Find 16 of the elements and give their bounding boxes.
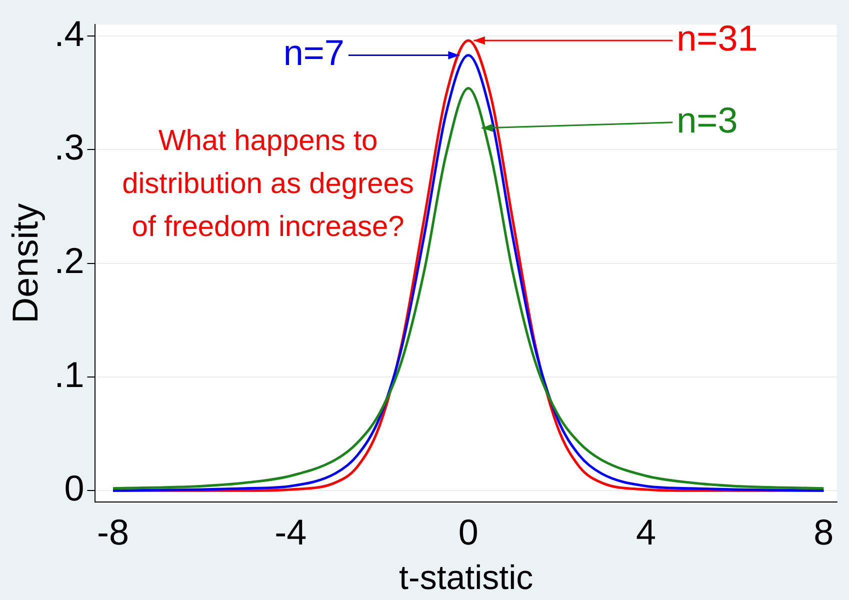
x-tick-label: 8: [814, 512, 834, 553]
x-tick-label: 4: [636, 512, 656, 553]
x-tick-label: -8: [96, 512, 129, 553]
x-tick-label: 0: [458, 512, 478, 553]
y-tick-label: .1: [54, 354, 84, 395]
legend-label: n=7: [283, 32, 344, 74]
text: n=31: [676, 17, 758, 58]
x-axis-title: t-statistic: [399, 558, 534, 597]
text: n=3: [676, 99, 738, 140]
y-tick-label: .3: [54, 126, 84, 168]
y-axis-title: Density: [4, 203, 46, 324]
x-tick-label: -4: [274, 512, 307, 553]
y-tick-label: .4: [54, 12, 84, 54]
y-tick-label: 0: [64, 468, 84, 509]
y-tick-label: .2: [54, 240, 84, 282]
annotation: What happens to distribution as degrees of freedom increase?: [122, 125, 414, 243]
